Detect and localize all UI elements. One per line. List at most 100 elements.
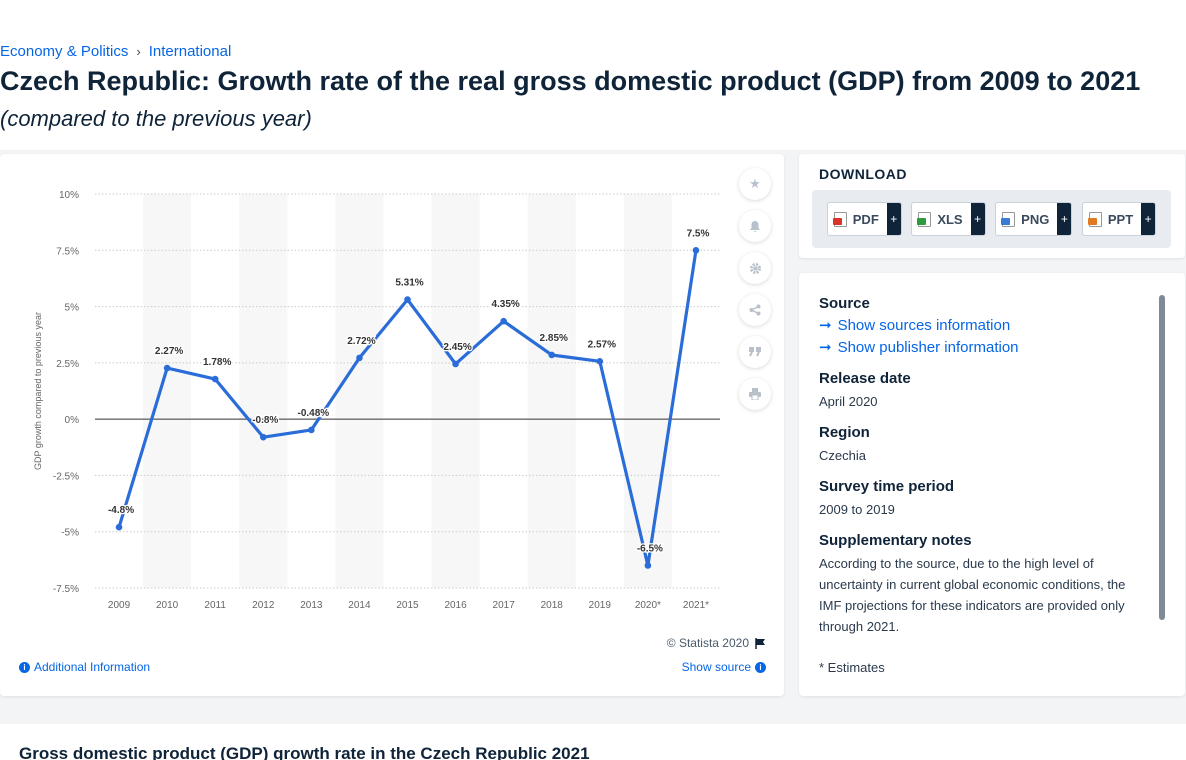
download-xls-label: XLS [937, 211, 963, 227]
data-point [596, 357, 604, 365]
x-tick-label: 2019 [589, 600, 612, 611]
plus-icon: + [886, 203, 901, 235]
column-band [431, 194, 480, 588]
info-scrollbar[interactable] [1159, 295, 1165, 620]
show-source-link[interactable]: Show source i [682, 660, 766, 674]
download-pdf-button[interactable]: PDF + [826, 202, 902, 236]
x-tick-label: 2016 [444, 600, 467, 611]
share-icon[interactable] [739, 294, 771, 326]
related-statistic-card [0, 724, 1186, 760]
x-tick-label: 2010 [156, 600, 179, 611]
show-sources-label: Show sources information [837, 316, 1011, 334]
show-source-label: Show source [681, 660, 751, 674]
plus-icon: + [1057, 203, 1072, 235]
data-label: 2.57% [588, 339, 616, 350]
plus-icon: + [1141, 203, 1156, 235]
chart-card: 10% 7.5% 5% 2.5% 0% -2.5% -5% -7.5% GDP growth c… [0, 154, 784, 696]
data-label: -6.5% [637, 543, 663, 554]
y-tick-label: 7.5% [56, 246, 79, 257]
data-point [211, 375, 219, 383]
y-axis-label: GDP growth compared to previous year [33, 312, 43, 470]
arrow-right-icon: ➞ [819, 339, 832, 356]
data-label: -0.48% [298, 408, 330, 419]
download-ppt-label: PPT [1107, 211, 1134, 227]
x-tick-label: 2020* [635, 600, 661, 611]
additional-information-link[interactable]: i Additional Information [19, 660, 150, 674]
release-date-heading: Release date [819, 370, 911, 387]
data-point [452, 360, 459, 368]
estimate-note: * Estimates [819, 660, 885, 675]
flag-icon[interactable] [755, 637, 766, 649]
cite-quote-icon[interactable] [739, 336, 771, 368]
x-tick-label: 2018 [541, 600, 564, 611]
data-label: 4.35% [491, 299, 519, 310]
data-point [404, 296, 411, 303]
breadcrumb-economy-link[interactable]: Economy & Politics [0, 43, 129, 60]
column-band [623, 194, 672, 588]
source-heading: Source [819, 295, 870, 312]
copyright-text: © Statista 2020 [666, 636, 749, 650]
release-date-value: April 2020 [819, 394, 878, 409]
related-statistic-title[interactable]: Gross domestic product (GDP) growth rate… [19, 744, 590, 760]
statistic-info-card[interactable]: Source ➞ Show sources information ➞ Show… [799, 273, 1185, 696]
favorite-star-icon[interactable]: ★ [739, 168, 771, 200]
data-label: 2.27% [155, 346, 183, 357]
info-icon: i [755, 661, 766, 673]
x-tick-label: 2015 [396, 600, 419, 611]
additional-information-label: Additional Information [34, 660, 151, 674]
png-file-icon [1001, 211, 1016, 227]
column-band [143, 194, 192, 588]
y-tick-label: 2.5% [56, 359, 79, 370]
supplementary-notes-value: According to the source, due to the high… [819, 556, 1126, 634]
download-title: DOWNLOAD [819, 166, 907, 182]
x-tick-label: 2012 [252, 600, 275, 611]
data-point [644, 562, 652, 569]
show-publisher-link[interactable]: ➞ Show publisher information [819, 338, 1139, 357]
show-sources-link[interactable]: ➞ Show sources information [819, 316, 1139, 335]
data-point [548, 351, 556, 359]
survey-period-value: 2009 to 2019 [819, 502, 895, 517]
download-png-label: PNG [1021, 211, 1050, 227]
settings-gear-icon[interactable] [739, 252, 771, 284]
x-tick-label: 2009 [108, 600, 131, 611]
x-tick-label: 2013 [300, 600, 323, 611]
x-tick-label: 2017 [493, 600, 516, 611]
data-label: 1.78% [203, 357, 231, 368]
breadcrumb-separator: › [136, 44, 141, 59]
chart-toolbar: ★ [739, 168, 771, 410]
x-tick-label: 2014 [348, 600, 371, 611]
download-ppt-button[interactable]: PPT + [1081, 202, 1157, 236]
breadcrumb-international-link[interactable]: International [148, 43, 232, 60]
page-title: Czech Republic: Growth rate of the real … [0, 66, 1141, 96]
column-band [527, 194, 576, 588]
info-content: Source ➞ Show sources information ➞ Show… [819, 295, 1139, 690]
notification-bell-icon[interactable] [739, 210, 771, 242]
survey-period-heading: Survey time period [819, 478, 955, 495]
download-png-button[interactable]: PNG + [995, 202, 1073, 236]
y-tick-label: -2.5% [53, 471, 79, 482]
region-value: Czechia [819, 448, 866, 463]
download-card: DOWNLOAD PDF + XLS + PNG + PPT + [799, 154, 1185, 258]
data-point [163, 364, 171, 372]
data-point [692, 246, 700, 254]
gdp-line-chart: 10% 7.5% 5% 2.5% 0% -2.5% -5% -7.5% GDP growth c… [33, 190, 720, 611]
download-buttons: PDF + XLS + PNG + PPT + [812, 190, 1171, 248]
data-label: 2.45% [443, 342, 471, 353]
breadcrumb: Economy & Politics › International [0, 43, 231, 60]
pdf-file-icon [832, 211, 847, 227]
plus-icon: + [970, 203, 985, 235]
x-tick-label: 2021* [683, 600, 709, 611]
download-xls-button[interactable]: XLS + [911, 202, 986, 236]
y-tick-label: -5% [61, 528, 79, 539]
data-label: 7.5% [687, 228, 710, 239]
y-tick-label: 0% [65, 415, 80, 426]
data-point [308, 426, 315, 434]
print-icon[interactable] [739, 378, 771, 410]
page-header [0, 0, 1186, 150]
info-icon: i [19, 661, 30, 673]
data-label: -0.8% [252, 415, 278, 426]
arrow-right-icon: ➞ [819, 317, 832, 334]
y-tick-label: 5% [65, 303, 80, 314]
show-publisher-label: Show publisher information [837, 338, 1019, 356]
column-band [239, 194, 288, 588]
